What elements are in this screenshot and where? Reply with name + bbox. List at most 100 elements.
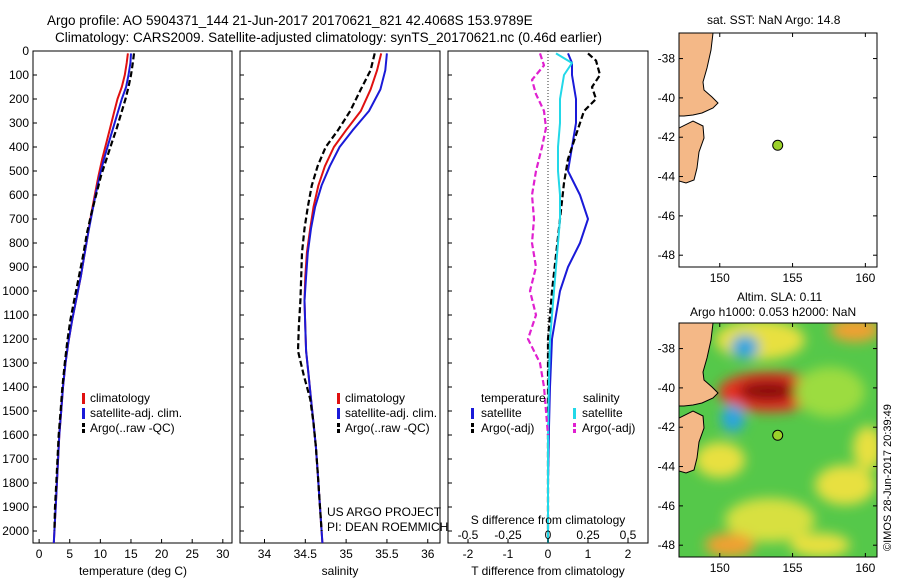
series-line-satellite-adj-clim — [52, 53, 132, 543]
sst-map-frame — [678, 32, 878, 268]
x-tick-label: 0 — [36, 547, 43, 561]
map-y-tick-label: -42 — [658, 420, 676, 434]
depth-tick-label: 1000 — [2, 284, 29, 298]
sla-map-title-line2: Argo h1000: 0.053 h2000: NaN — [690, 305, 856, 319]
difference-xlabel-bottom: T difference from climatology — [471, 564, 625, 578]
map-x-tick-label: 155 — [783, 561, 803, 575]
legend-swatch-satellite — [82, 408, 85, 419]
map-y-tick-label: -46 — [658, 209, 676, 223]
figure-title-line2: Climatology: CARS2009. Satellite-adjuste… — [55, 30, 602, 45]
x-tick-label: 1 — [585, 547, 592, 561]
s-tick-label: 0 — [545, 528, 552, 542]
x-tick-label: 2 — [625, 547, 632, 561]
depth-tick-label: 400 — [9, 140, 29, 154]
map-y-tick-label: -44 — [658, 460, 676, 474]
sla-map-mainland — [679, 323, 719, 407]
depth-tick-label: 200 — [9, 92, 29, 106]
legend-header-temperature: temperature — [481, 391, 546, 405]
salinity-xlabel: salinity — [322, 564, 359, 578]
depth-tick-label: 900 — [9, 260, 29, 274]
sla-map-field — [695, 323, 877, 557]
depth-tick-label: 100 — [9, 68, 29, 82]
map-x-tick-label: 150 — [710, 561, 730, 575]
sst-map-float-marker — [772, 139, 784, 151]
map-y-tick-label: -38 — [658, 342, 676, 356]
x-tick-label: 15 — [124, 547, 138, 561]
map-y-tick-label: -48 — [658, 538, 676, 552]
sla-map-frame — [678, 322, 878, 558]
temperature-plot — [52, 53, 136, 543]
series-line-salinity-argo-adj — [526, 53, 550, 436]
series-line-salinity-satellite — [547, 52, 573, 543]
map-y-tick-label: -40 — [658, 381, 676, 395]
difference-xlabel-top: S difference from climatology — [471, 513, 626, 527]
legend-label-argo: Argo(..raw -QC) — [90, 421, 175, 435]
sla-map-tasmania — [679, 410, 705, 474]
series-line-temperature-satellite — [547, 53, 589, 543]
map-y-tick-label: -44 — [658, 170, 676, 184]
map-y-tick-label: -48 — [658, 248, 676, 262]
temperature-legend: climatology satellite-adj. clim. Argo(..… — [82, 391, 182, 435]
legend-label-argo: Argo(..raw -QC) — [345, 421, 430, 435]
legend-label-climatology: climatology — [90, 391, 150, 405]
depth-tick-label: 700 — [9, 212, 29, 226]
map-y-tick-label: -40 — [658, 91, 676, 105]
pi-annotation: PI: DEAN ROEMMICH — [327, 520, 448, 534]
sst-map-axes: 150 155 160 -38 -40 -42 -44 -46 -48 — [658, 33, 877, 285]
legend-label-s-satellite: satellite — [582, 406, 623, 420]
legend-swatch-s-satellite — [573, 408, 576, 419]
depth-tick-label: 300 — [9, 116, 29, 130]
x-tick-label: 10 — [94, 547, 108, 561]
legend-swatch-climatology — [337, 393, 340, 404]
depth-tick-label: 800 — [9, 236, 29, 250]
s-tick-label: 0.25 — [576, 528, 600, 542]
sla-map-axes: 150 155 160 -38 -40 -42 -44 -46 -48 — [658, 323, 877, 575]
x-tick-label: 0 — [545, 547, 552, 561]
legend-label-s-argo: Argo(-adj) — [582, 421, 635, 435]
x-tick-label: 35.5 — [375, 547, 399, 561]
sla-map-float-marker — [772, 429, 784, 441]
project-annotation: US ARGO PROJECT — [327, 505, 442, 519]
temperature-panel-frame — [32, 50, 233, 544]
legend-label-t-satellite: satellite — [481, 406, 522, 420]
legend-swatch-climatology — [82, 393, 85, 404]
depth-tick-label: 1500 — [2, 404, 29, 418]
x-tick-label: 35 — [339, 547, 353, 561]
salinity-plot — [296, 53, 388, 543]
difference-legend: temperature salinity satellite Argo(-adj… — [471, 391, 635, 435]
x-tick-label: -2 — [463, 547, 474, 561]
legend-label-climatology: climatology — [345, 391, 405, 405]
depth-tick-label: 1600 — [2, 428, 29, 442]
sla-map-title-line1: Altim. SLA: 0.11 — [737, 290, 822, 304]
depth-tick-label: 600 — [9, 188, 29, 202]
difference-plot — [526, 51, 602, 543]
sst-map-title: sat. SST: NaN Argo: 14.8 — [707, 13, 841, 27]
depth-tick-label: 500 — [9, 164, 29, 178]
map-y-tick-label: -46 — [658, 499, 676, 513]
s-tick-label: -0.5 — [458, 528, 479, 542]
salinity-legend: climatology satellite-adj. clim. Argo(..… — [337, 391, 437, 435]
x-tick-label: 20 — [155, 547, 169, 561]
map-x-tick-label: 160 — [855, 561, 875, 575]
depth-tick-label: 1300 — [2, 356, 29, 370]
map-x-tick-label: 160 — [855, 271, 875, 285]
legend-label-satellite: satellite-adj. clim. — [345, 406, 437, 420]
depth-tick-label: 1800 — [2, 476, 29, 490]
legend-header-salinity: salinity — [583, 391, 620, 405]
x-tick-label: 25 — [186, 547, 200, 561]
x-tick-label: 5 — [66, 547, 73, 561]
x-tick-label: 30 — [216, 547, 230, 561]
depth-tick-label: 1700 — [2, 452, 29, 466]
x-tick-label: -1 — [503, 547, 514, 561]
x-axes: 0 5 10 15 20 25 30 34 34.5 35 35.5 36 -2 -1 0 1 2 -0.5 -0.… — [36, 528, 637, 561]
map-y-tick-label: -38 — [658, 52, 676, 66]
salinity-panel-frame — [239, 50, 441, 544]
x-tick-label: 36 — [421, 547, 435, 561]
series-line-climatology — [303, 53, 383, 543]
sst-map-mainland — [679, 33, 719, 117]
depth-tick-label: 1200 — [2, 332, 29, 346]
s-tick-label: 0.5 — [620, 528, 637, 542]
depth-tick-label: 0 — [22, 44, 29, 58]
legend-label-t-argo: Argo(-adj) — [481, 421, 534, 435]
